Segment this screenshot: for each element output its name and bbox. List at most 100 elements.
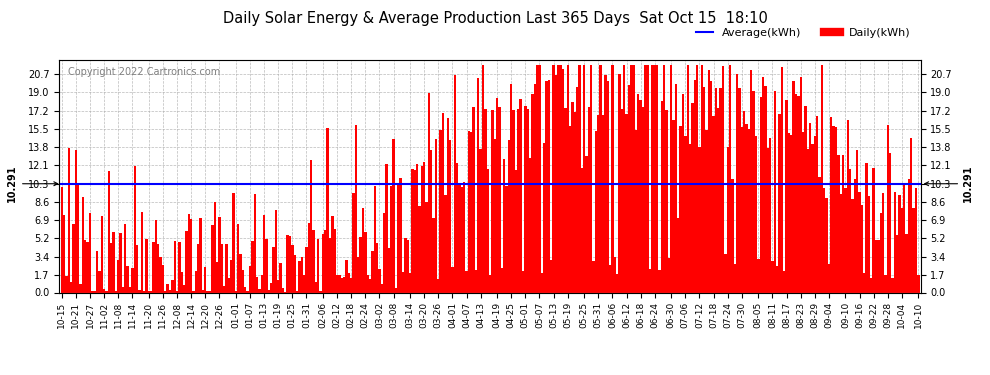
Bar: [828, 264, 830, 292]
Bar: [161, 265, 164, 292]
Bar: [792, 81, 795, 292]
Bar: [390, 186, 392, 292]
Bar: [896, 235, 898, 292]
Bar: [672, 120, 675, 292]
Bar: [67, 148, 70, 292]
Bar: [651, 65, 653, 292]
Bar: [833, 126, 835, 292]
Bar: [552, 65, 554, 292]
Bar: [245, 286, 247, 292]
Bar: [430, 150, 433, 292]
Bar: [522, 271, 524, 292]
Bar: [366, 274, 369, 292]
Bar: [725, 254, 727, 292]
Bar: [783, 271, 785, 292]
Bar: [776, 267, 778, 292]
Bar: [185, 231, 188, 292]
Bar: [124, 224, 127, 292]
Bar: [296, 291, 298, 292]
Bar: [248, 266, 251, 292]
Bar: [253, 194, 255, 292]
Bar: [759, 97, 762, 292]
Bar: [750, 69, 752, 292]
Bar: [595, 131, 597, 292]
Bar: [646, 65, 648, 292]
Bar: [453, 75, 456, 292]
Bar: [101, 216, 103, 292]
Bar: [240, 254, 242, 292]
Bar: [564, 108, 566, 292]
Bar: [263, 215, 265, 292]
Bar: [578, 65, 581, 292]
Bar: [644, 65, 646, 292]
Bar: [614, 257, 616, 292]
Bar: [141, 211, 143, 292]
Bar: [653, 65, 656, 292]
Bar: [105, 291, 108, 292]
Bar: [346, 260, 347, 292]
Bar: [209, 291, 211, 292]
Bar: [865, 163, 868, 292]
Bar: [715, 88, 717, 292]
Bar: [884, 274, 887, 292]
Bar: [550, 261, 552, 292]
Bar: [875, 240, 877, 292]
Bar: [665, 110, 667, 292]
Bar: [324, 230, 327, 292]
Bar: [771, 261, 773, 292]
Bar: [764, 86, 766, 292]
Bar: [291, 246, 294, 292]
Bar: [633, 65, 635, 292]
Bar: [754, 136, 757, 292]
Bar: [630, 65, 633, 292]
Bar: [173, 241, 176, 292]
Bar: [559, 65, 562, 292]
Bar: [313, 230, 315, 292]
Bar: [260, 275, 263, 292]
Bar: [282, 288, 284, 292]
Bar: [720, 88, 722, 292]
Bar: [891, 278, 894, 292]
Bar: [465, 271, 467, 292]
Bar: [600, 65, 602, 292]
Bar: [496, 98, 498, 292]
Bar: [698, 147, 701, 292]
Bar: [722, 66, 725, 292]
Bar: [773, 91, 776, 292]
Bar: [592, 261, 595, 292]
Bar: [619, 74, 621, 292]
Bar: [438, 279, 440, 292]
Bar: [701, 65, 703, 292]
Bar: [376, 243, 378, 292]
Bar: [164, 291, 166, 292]
Bar: [800, 77, 802, 292]
Bar: [399, 178, 402, 292]
Bar: [354, 125, 357, 292]
Bar: [642, 107, 644, 292]
Bar: [626, 114, 628, 292]
Bar: [656, 65, 658, 292]
Bar: [336, 275, 339, 292]
Bar: [860, 205, 863, 292]
Bar: [703, 87, 705, 292]
Bar: [882, 193, 884, 292]
Bar: [108, 171, 110, 292]
Bar: [404, 238, 407, 292]
Bar: [416, 164, 418, 292]
Bar: [192, 291, 195, 292]
Bar: [197, 244, 199, 292]
Bar: [204, 267, 207, 292]
Text: Daily Solar Energy & Average Production Last 365 Days  Sat Oct 15  18:10: Daily Solar Energy & Average Production …: [223, 11, 767, 26]
Bar: [872, 168, 875, 292]
Bar: [842, 155, 844, 292]
Bar: [272, 248, 275, 292]
Bar: [713, 116, 715, 292]
Bar: [334, 229, 336, 292]
Bar: [127, 266, 129, 292]
Bar: [583, 65, 585, 292]
Bar: [294, 255, 296, 292]
Bar: [235, 291, 237, 292]
Bar: [906, 234, 908, 292]
Bar: [122, 287, 124, 292]
Bar: [785, 100, 788, 292]
